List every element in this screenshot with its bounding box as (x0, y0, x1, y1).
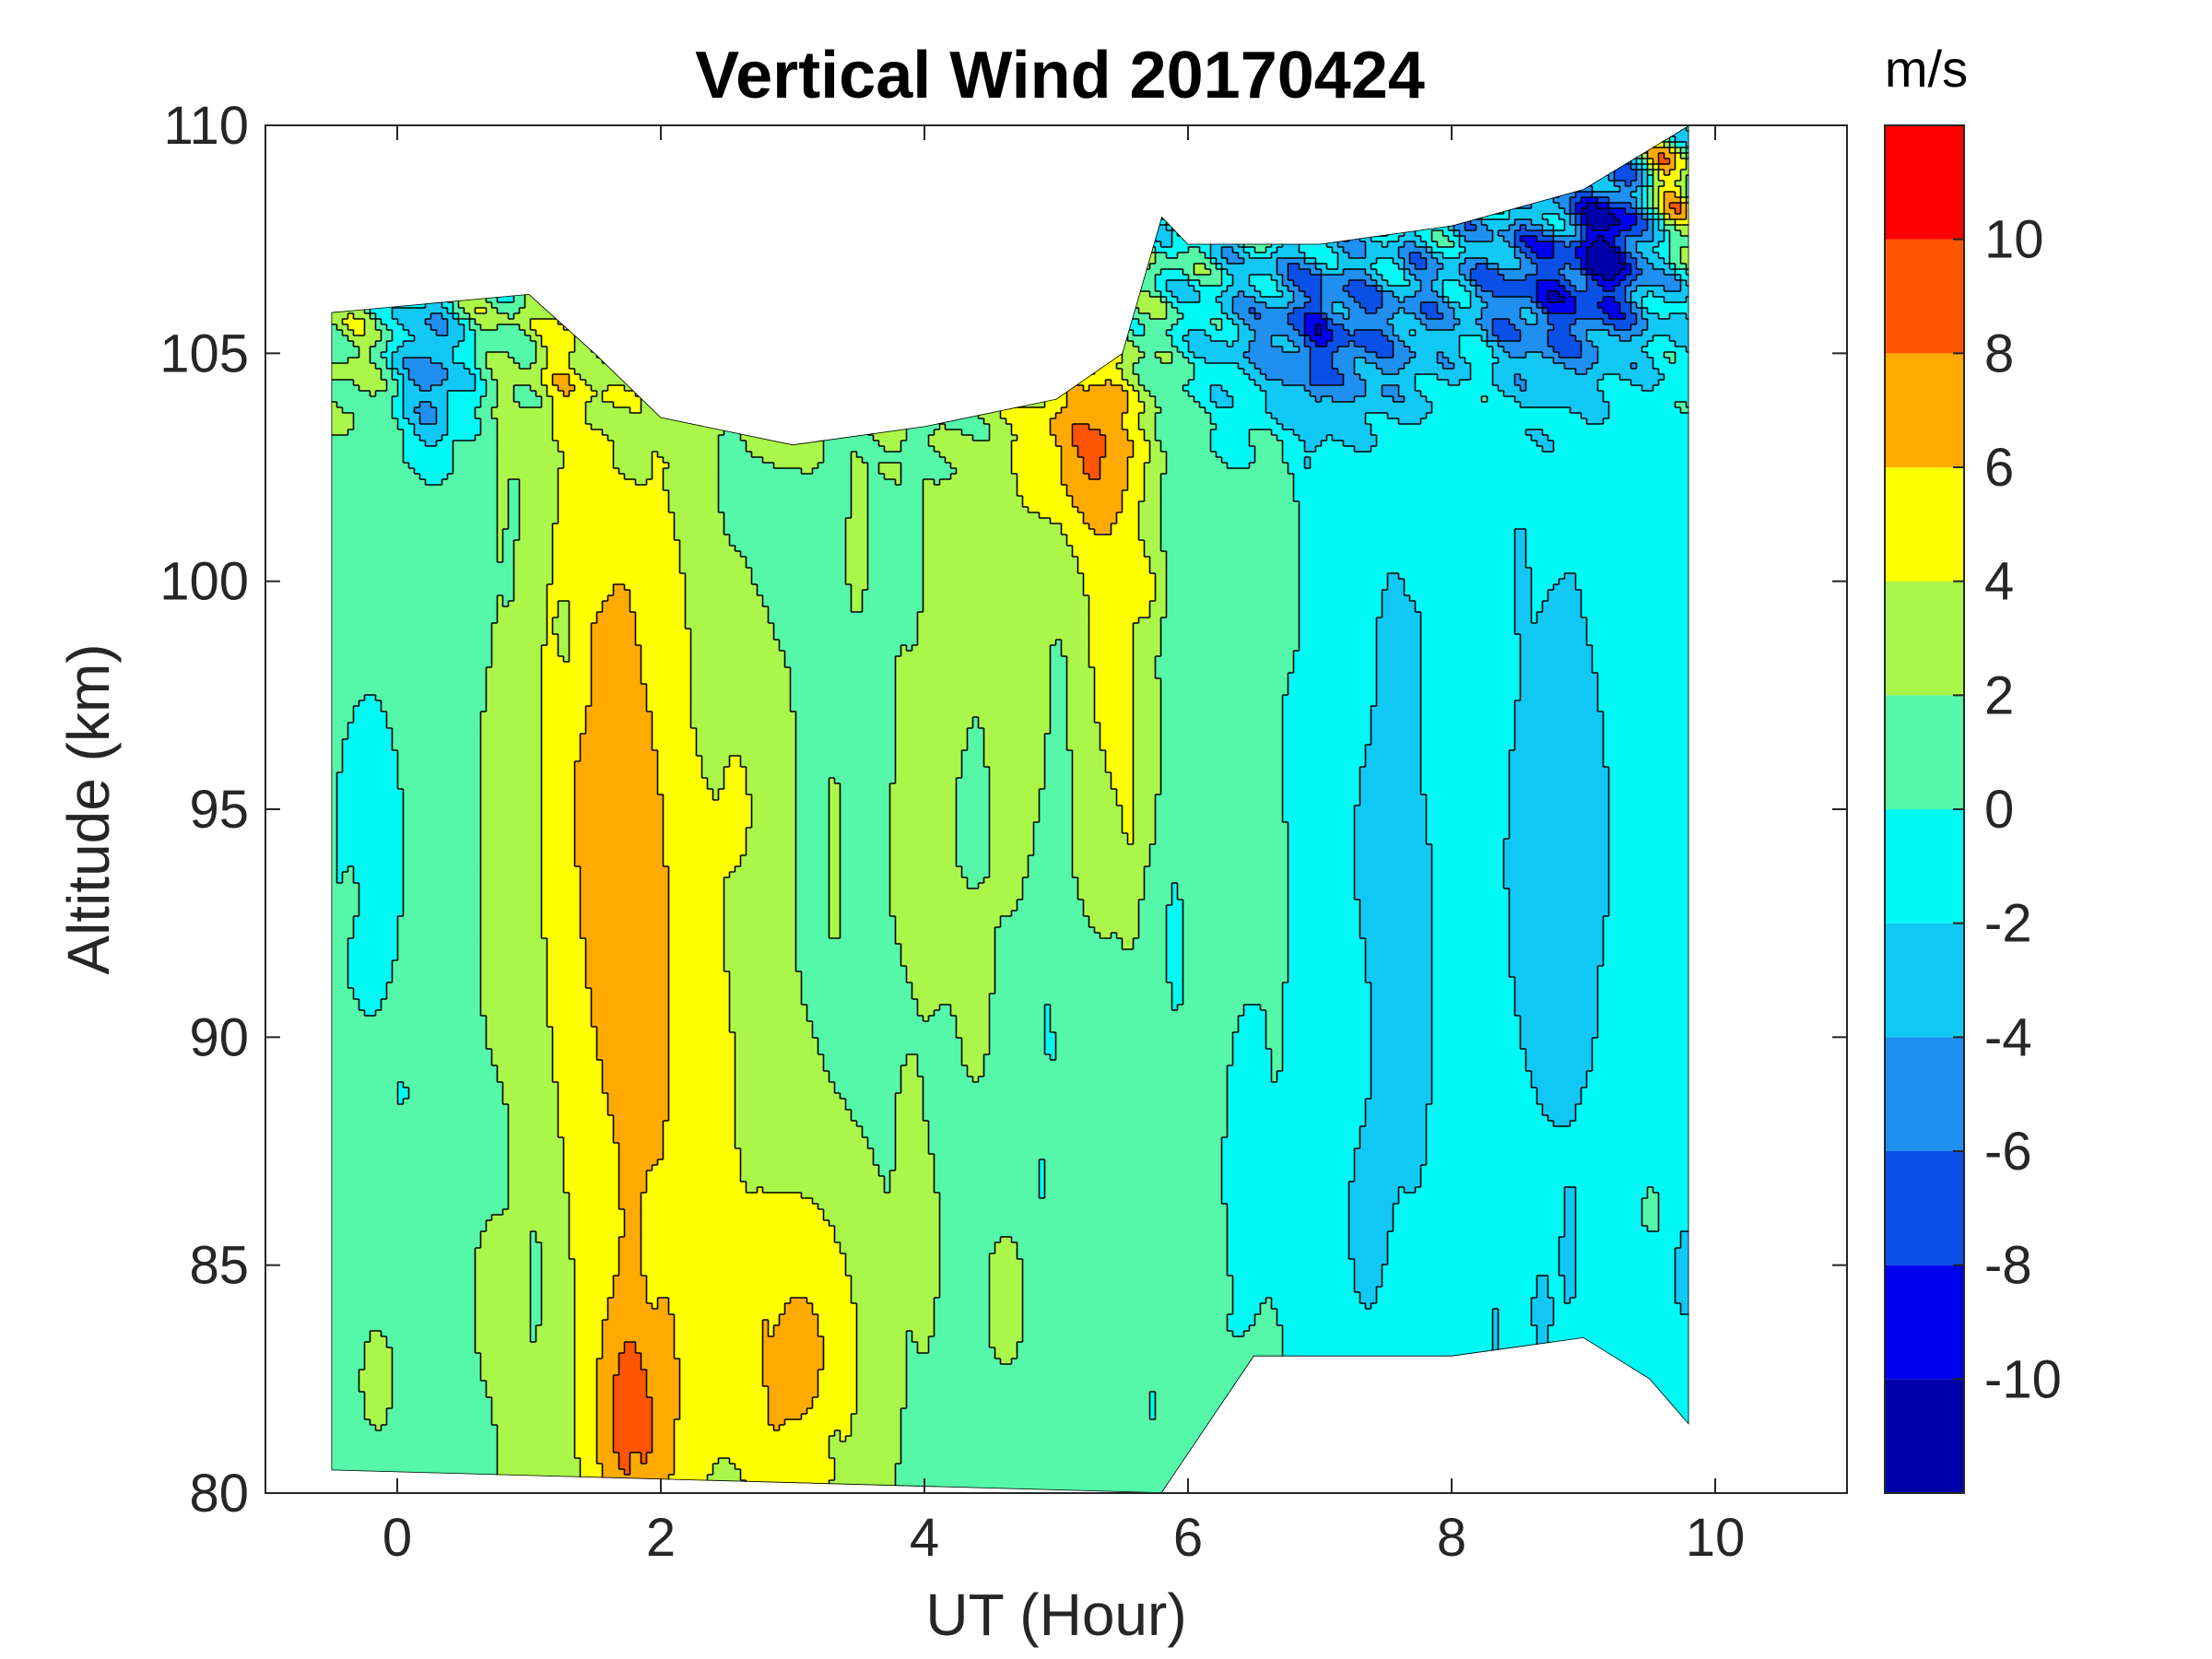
colorbar: -10 -8 -6 -4 -2 0 2 4 6 8 10 (1884, 124, 2062, 1494)
x-tick-label: 4 (910, 1508, 939, 1568)
x-tick-label: 8 (1437, 1508, 1466, 1568)
data-extent-outline (331, 125, 1689, 1493)
colorbar-tick-label: 6 (1984, 438, 2014, 498)
colorbar-segment (1885, 809, 1964, 924)
colorbar-tick-label: 8 (1984, 324, 2014, 383)
colorbar-segment (1885, 353, 1964, 467)
colorbar-segment (1885, 239, 1964, 354)
colorbar-tick-label: -4 (1984, 1007, 2032, 1067)
y-tick-label: 85 (189, 1236, 249, 1296)
x-tick-label: 6 (1173, 1508, 1203, 1568)
x-axis-label: UT (Hour) (925, 1582, 1186, 1648)
chart-title: Vertical Wind 20170424 (695, 39, 1425, 112)
colorbar-tick-label: 10 (1984, 210, 2044, 270)
colorbar-segment (1885, 1379, 1964, 1493)
y-axis-label: Altitude (km) (55, 643, 122, 974)
colorbar-segment (1885, 1151, 1964, 1265)
x-tick-label: 0 (382, 1508, 412, 1568)
colorbar-tick-label: -10 (1984, 1349, 2062, 1409)
colorbar-segment (1885, 695, 1964, 809)
colorbar-tick-label: -6 (1984, 1122, 2032, 1182)
y-tick-label: 100 (159, 552, 249, 612)
x-axis: 0 2 4 6 8 10 (382, 125, 1745, 1568)
y-tick-label: 90 (189, 1007, 249, 1067)
colorbar-tick-label: -2 (1984, 894, 2032, 954)
colorbar-segment (1885, 581, 1964, 696)
colorbar-tick-label: -8 (1984, 1236, 2032, 1296)
y-axis: 80 85 90 95 100 105 110 (159, 96, 1847, 1524)
colorbar-segment (1885, 923, 1964, 1038)
y-tick-label: 80 (189, 1464, 249, 1524)
x-tick-label: 2 (646, 1508, 676, 1568)
colorbar-unit-label: m/s (1885, 40, 1968, 98)
colorbar-segment (1885, 467, 1964, 582)
colorbar-segment (1885, 1265, 1964, 1380)
colorbar-tick-label: 2 (1984, 665, 2014, 725)
y-tick-label: 95 (189, 780, 249, 840)
y-tick-label: 110 (164, 96, 249, 156)
colorbar-segment (1885, 1037, 1964, 1151)
y-tick-label: 105 (159, 324, 249, 383)
colorbar-tick-label: 4 (1984, 552, 2014, 612)
colorbar-tick-label: 0 (1984, 780, 2014, 840)
colorbar-segment (1885, 125, 1964, 240)
x-tick-label: 10 (1686, 1508, 1746, 1568)
